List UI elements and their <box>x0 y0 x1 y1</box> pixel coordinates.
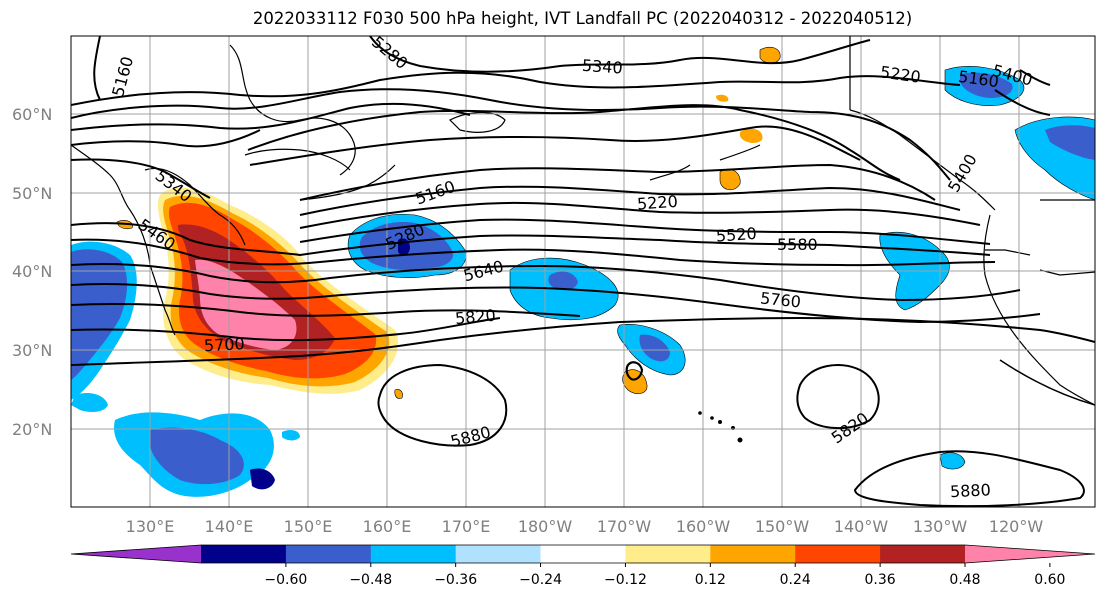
lat-label-60: 60°N <box>12 105 52 124</box>
colorbar-segment <box>370 545 457 563</box>
colorbar-segment <box>880 545 966 563</box>
lon-label-160w: 160°W <box>676 517 731 536</box>
map-title: 2022033112 F030 500 hPa height, IVT Land… <box>252 9 913 28</box>
colorbar-tick-label: 0.48 <box>949 572 980 588</box>
colorbar-segment <box>625 545 711 563</box>
longitude-labels: 130°E 140°E 150°E 160°E 170°E 180°W 170°… <box>126 517 1044 536</box>
latitude-labels: 60°N 50°N 40°N 30°N 20°N <box>12 105 52 439</box>
lat-label-20: 20°N <box>12 420 52 439</box>
height-contours <box>71 36 1095 507</box>
colorbar-tick-label: −0.48 <box>349 572 392 588</box>
coastlines <box>71 36 1095 406</box>
colorbar-outline <box>70 544 1096 564</box>
lon-label-170e: 170°E <box>442 517 491 536</box>
colorbar-segment <box>201 545 287 563</box>
contour-label-5340-a: 5340 <box>581 56 623 78</box>
colorbar-tick-label: 0.24 <box>780 572 811 588</box>
contour-label-5880-a: 5880 <box>449 422 493 451</box>
contour-label-5640-a: 5640 <box>461 256 505 285</box>
map-panel: 5160 5280 5340 5220 5160 5400 5340 5460 … <box>71 32 1095 507</box>
contour-label-5160-c: 5160 <box>413 177 458 209</box>
contour-label-5520-a: 5520 <box>715 224 757 246</box>
lon-label-140w: 140°W <box>834 517 889 536</box>
contour-label-5220-a: 5220 <box>879 62 922 86</box>
contour-label-5280-a: 5280 <box>368 32 411 73</box>
ivt-negative-patches <box>71 66 1095 497</box>
colorbar-tick-label: 0.60 <box>1034 572 1065 588</box>
lon-label-140e: 140°E <box>205 517 254 536</box>
colorbar-segment <box>710 545 796 563</box>
lon-label-120w: 120°W <box>989 517 1044 536</box>
lon-label-160e: 160°E <box>363 517 412 536</box>
contour-label-5220-b: 5220 <box>636 192 678 214</box>
colorbar-tick-label: 0.12 <box>695 572 726 588</box>
contour-label-5820-b: 5820 <box>828 409 872 448</box>
lon-label-150e: 150°E <box>284 517 333 536</box>
contour-label-5400-b: 5400 <box>944 151 981 196</box>
hawaii-islands <box>698 411 743 443</box>
lat-label-40: 40°N <box>12 262 52 281</box>
colorbar-segment <box>540 545 626 563</box>
lon-label-170w: 170°W <box>597 517 652 536</box>
colorbar-tick-label: −0.60 <box>264 572 307 588</box>
ivt-positive-patches <box>116 46 781 399</box>
contour-label-5880-b: 5880 <box>950 480 992 501</box>
lat-label-30: 30°N <box>12 341 52 360</box>
colorbar-tick-label: −0.24 <box>519 572 562 588</box>
contour-label-5820-a: 5820 <box>454 306 496 328</box>
colorbar: −0.60 −0.48 −0.36 −0.24 −0.12 0.12 0.24 0.36 0.4… <box>70 544 1096 588</box>
contour-label-5580-a: 5580 <box>777 235 818 254</box>
lon-label-130w: 130°W <box>913 517 968 536</box>
contour-label-5160-a: 5160 <box>108 54 137 98</box>
colorbar-segment <box>455 545 542 563</box>
contour-label-5760-a: 5760 <box>759 288 801 311</box>
lat-label-50: 50°N <box>12 184 52 203</box>
lon-label-180w: 180°W <box>518 517 573 536</box>
colorbar-tick-label: −0.36 <box>434 572 477 588</box>
colorbar-segment <box>285 545 372 563</box>
lon-label-130e: 130°E <box>126 517 175 536</box>
colorbar-extend-low <box>71 545 201 563</box>
map-frame <box>70 35 1096 508</box>
colorbar-extend-high <box>965 545 1095 563</box>
colorbar-tick-label: −0.12 <box>604 572 647 588</box>
contour-label-5700-a: 5700 <box>204 334 246 355</box>
colorbar-tick-label: 0.36 <box>865 572 896 588</box>
lon-label-150w: 150°W <box>755 517 810 536</box>
colorbar-segment <box>795 545 881 563</box>
